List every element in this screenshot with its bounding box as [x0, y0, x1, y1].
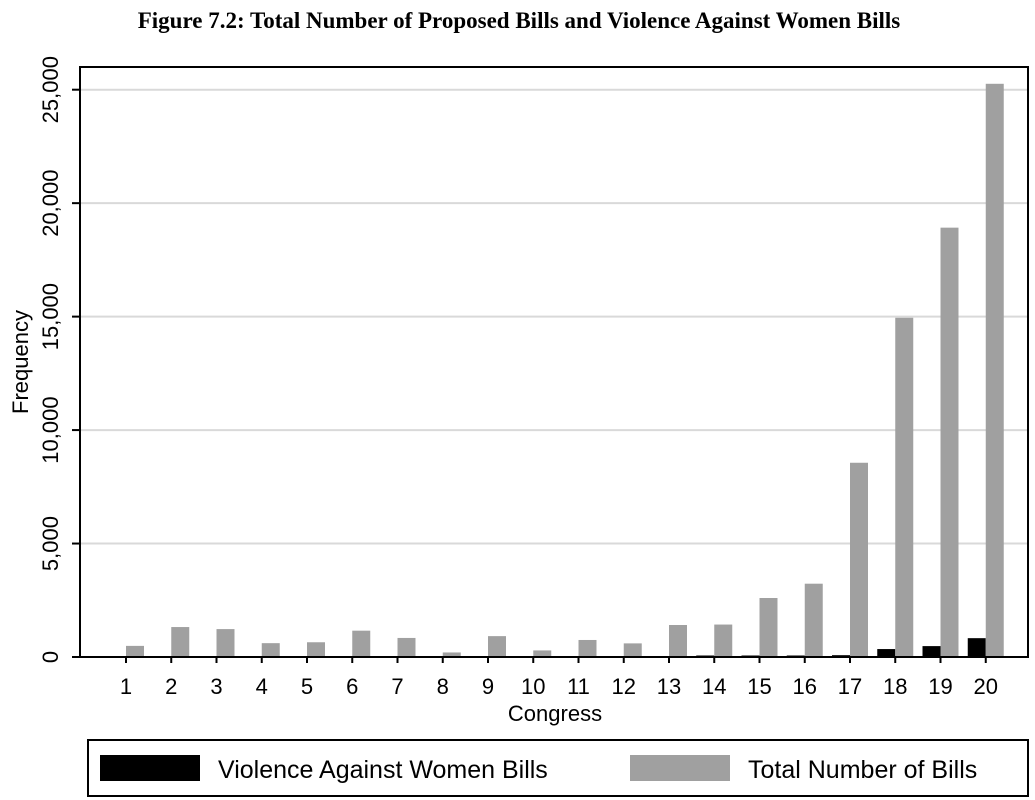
bar-total-number-of-bills — [623, 643, 642, 657]
bar-total-number-of-bills — [307, 642, 325, 657]
bar-total-number-of-bills — [216, 629, 235, 657]
y-tick-label: 20,000 — [38, 170, 63, 237]
x-tick-label: 14 — [702, 674, 726, 699]
x-tick-label: 18 — [883, 674, 907, 699]
bar-total-number-of-bills — [804, 583, 823, 657]
bar-total-number-of-bills — [442, 652, 461, 657]
x-tick-label: 1 — [120, 674, 132, 699]
y-tick-label: 5,000 — [38, 516, 63, 571]
bar-total-number-of-bills — [714, 624, 733, 657]
x-axis-title: Congress — [508, 701, 602, 726]
legend-swatch-violence-against-women-bills — [100, 755, 200, 781]
y-tick-label: 0 — [38, 651, 63, 663]
x-tick-label: 17 — [838, 674, 862, 699]
legend-box — [87, 739, 1029, 797]
bar-total-number-of-bills — [352, 630, 371, 657]
x-tick-label: 15 — [747, 674, 771, 699]
x-tick-label: 2 — [165, 674, 177, 699]
bar-total-number-of-bills — [759, 598, 778, 657]
y-axis-ticks: 0 5,000 10,000 15,000 20,000 25,000 — [38, 56, 80, 663]
x-tick-label: 7 — [391, 674, 403, 699]
bar-total-number-of-bills — [533, 650, 552, 657]
bar-total-number-of-bills — [940, 227, 959, 657]
bar-total-number-of-bills — [578, 639, 597, 657]
legend: Violence Against Women Bills Total Numbe… — [87, 739, 1029, 797]
bar-total-number-of-bills — [126, 645, 144, 657]
legend-label-violence-against-women-bills: Violence Against Women Bills — [218, 756, 548, 784]
bar-total-number-of-bills — [669, 625, 687, 657]
bar-total-number-of-bills — [850, 462, 868, 657]
bar-total-number-of-bills — [397, 637, 416, 657]
bar-violence-against-women-bills — [922, 646, 941, 657]
bars — [126, 83, 1004, 658]
gridlines — [80, 88, 1028, 545]
y-axis-title: Frequency — [8, 310, 33, 414]
bar-violence-against-women-bills — [877, 649, 896, 657]
bar-total-number-of-bills — [171, 627, 190, 657]
x-tick-label: 3 — [210, 674, 222, 699]
bar-total-number-of-bills — [895, 317, 914, 657]
x-tick-label: 11 — [567, 674, 590, 699]
x-tick-label: 16 — [793, 674, 817, 699]
x-tick-label: 4 — [256, 674, 268, 699]
chart-title: Figure 7.2: Total Number of Proposed Bil… — [138, 8, 901, 33]
legend-swatch-total-number-of-bills — [630, 755, 730, 781]
bar-total-number-of-bills — [261, 643, 280, 657]
x-tick-label: 5 — [301, 674, 313, 699]
x-tick-label: 12 — [612, 674, 636, 699]
y-tick-label: 25,000 — [38, 56, 63, 123]
x-tick-label: 8 — [437, 674, 449, 699]
y-tick-label: 15,000 — [38, 283, 63, 350]
bar-total-number-of-bills — [985, 83, 1004, 658]
x-tick-label: 19 — [928, 674, 952, 699]
y-tick-label: 10,000 — [38, 396, 63, 463]
bar-violence-against-women-bills — [967, 638, 986, 657]
x-tick-label: 10 — [521, 674, 545, 699]
x-tick-label: 20 — [974, 674, 998, 699]
x-tick-label: 13 — [657, 674, 681, 699]
x-tick-label: 9 — [482, 674, 494, 699]
x-tick-label: 6 — [346, 674, 358, 699]
legend-label-total-number-of-bills: Total Number of Bills — [748, 756, 977, 784]
bar-total-number-of-bills — [488, 636, 506, 657]
x-axis-ticks: 1 2 3 4 5 6 7 8 9 10 11 12 13 14 15 16 17 18 19 20 — [120, 657, 998, 699]
plot-area-frame — [79, 66, 1029, 658]
